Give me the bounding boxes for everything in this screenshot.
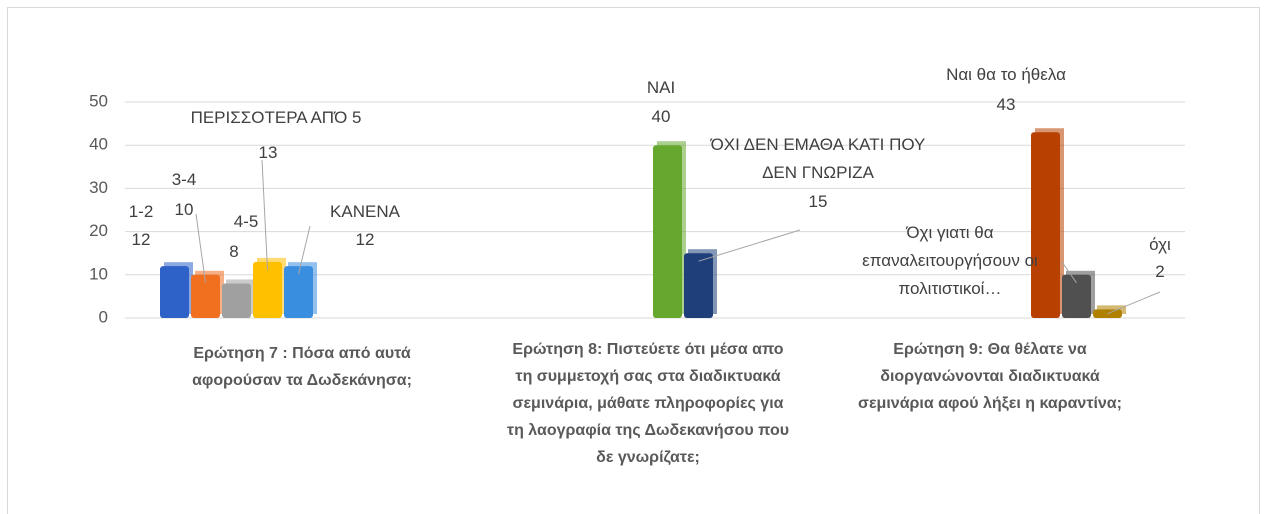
bar (653, 145, 682, 318)
leader-line (1107, 291, 1161, 315)
legend-label: ΚΑΝΕΝΑ (330, 202, 400, 221)
x-tick-label: Ερώτηση 7 : Πόσα από αυτά αφορούσαν τα Δ… (192, 345, 412, 389)
bar (253, 261, 282, 318)
data-label: 13 (258, 143, 278, 162)
y-tick-label: 0 (99, 307, 108, 326)
legend-label: Όχι γιατι θα επαναλειτουργήσουν οι πολιτ… (862, 223, 1038, 298)
leader-line (261, 159, 268, 270)
bar (222, 283, 251, 318)
legend-label: όχι (1149, 235, 1171, 254)
bar (1062, 274, 1091, 318)
data-label: 10 (174, 200, 194, 219)
legend-label: Ναι θα το ήθελα (946, 65, 1066, 84)
legend-label: 4-5 (233, 212, 259, 231)
y-tick-label: 50 (89, 91, 108, 110)
x-tick-label: Ερώτηση 9: Θα θέλατε να διοργανώνονται δ… (858, 341, 1122, 412)
y-tick-label: 10 (89, 264, 108, 283)
data-label: 2 (1155, 262, 1165, 281)
leader-line (698, 229, 801, 262)
bar (1031, 132, 1060, 318)
legend-label: 3-4 (171, 170, 197, 189)
leader-line (1061, 261, 1077, 284)
legend-label: ΠΕΡΙΣΣΟΤΕΡΑ ΑΠΌ 5 (190, 108, 362, 127)
data-label: 12 (131, 230, 151, 249)
y-tick-label: 20 (89, 221, 108, 240)
bar (191, 274, 220, 318)
data-label: 8 (229, 242, 239, 261)
chart-border (7, 7, 1260, 514)
y-tick-label: 30 (89, 178, 108, 197)
legend-label: ΌΧΙ ΔΕΝ ΕΜΑΘΑ ΚΑΤΙ ΠΟΥ ΔΕΝ ΓΝΩΡΙΖΑ (710, 135, 926, 182)
bar (284, 266, 313, 318)
leader-line (195, 213, 206, 283)
legend-label: 1-2 (128, 202, 154, 221)
data-label: 40 (651, 107, 671, 126)
leader-line (298, 225, 311, 275)
data-label: 12 (355, 230, 375, 249)
y-tick-label: 40 (89, 135, 108, 154)
legend-label: ΝΑΙ (646, 78, 676, 97)
data-label: 15 (808, 192, 828, 211)
data-label: 43 (996, 95, 1016, 114)
x-tick-label: Ερώτηση 8: Πιστεύετε ότι μέσα απο τη συμ… (506, 341, 790, 466)
bar (684, 253, 713, 318)
bar (160, 266, 189, 318)
